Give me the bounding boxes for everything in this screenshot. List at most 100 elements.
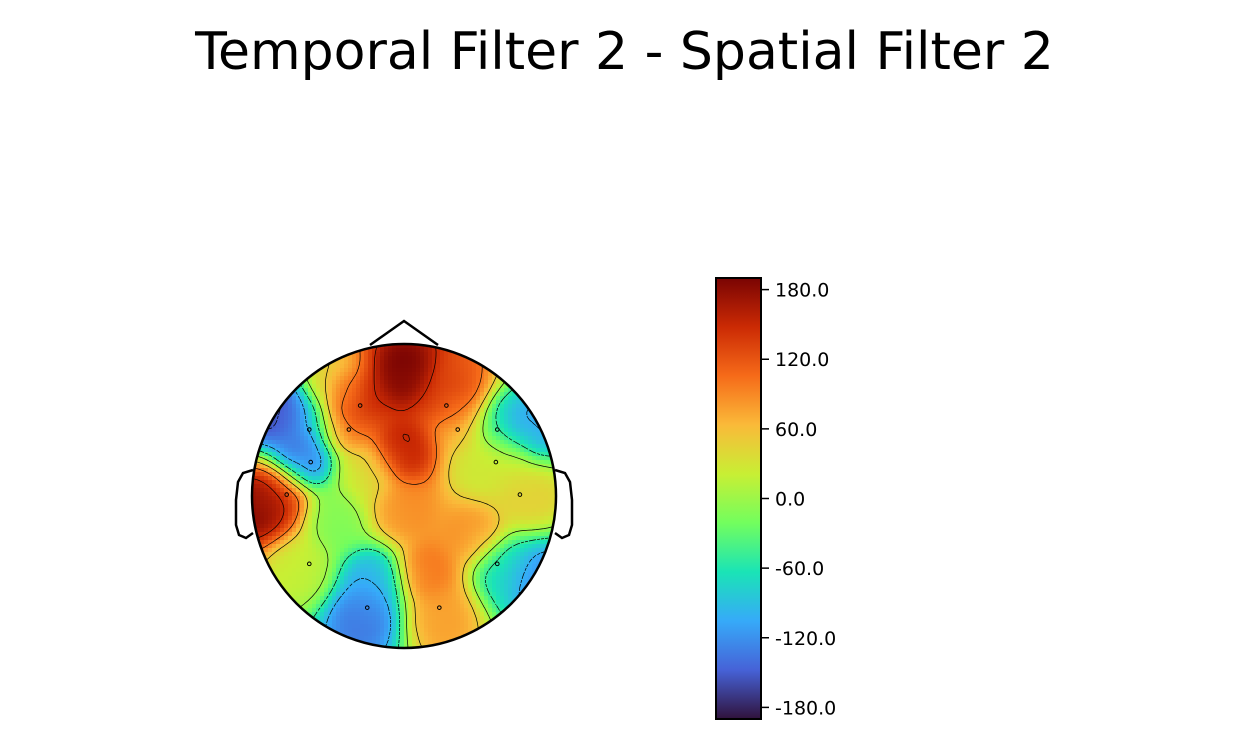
heat-cell	[344, 488, 349, 493]
heat-cell	[412, 516, 417, 521]
heat-cell	[464, 548, 469, 553]
heat-cell	[264, 448, 269, 453]
heat-cell	[500, 412, 505, 417]
heat-cell	[336, 604, 341, 609]
heat-cell	[520, 512, 525, 517]
heat-cell	[492, 384, 497, 389]
heat-cell	[368, 508, 373, 513]
heat-cell	[488, 564, 493, 569]
heat-cell	[456, 600, 461, 605]
heat-cell	[304, 524, 309, 529]
heat-cell	[336, 400, 341, 405]
heat-cell	[496, 572, 501, 577]
heat-cell	[276, 600, 281, 605]
heat-cell	[272, 540, 277, 545]
heat-cell	[368, 468, 373, 473]
heat-cell	[328, 544, 333, 549]
heat-cell	[288, 472, 293, 477]
heat-cell	[480, 484, 485, 489]
heat-cell	[320, 420, 325, 425]
heat-cell	[512, 596, 517, 601]
heat-cell	[420, 480, 425, 485]
heat-cell	[412, 492, 417, 497]
heat-cell	[376, 524, 381, 529]
heat-cell	[256, 356, 261, 361]
heat-cell	[516, 344, 521, 349]
heat-cell	[480, 344, 485, 349]
heat-cell	[488, 600, 493, 605]
heat-cell	[380, 576, 385, 581]
heat-cell	[544, 560, 549, 565]
heat-cell	[412, 532, 417, 537]
heat-cell	[520, 516, 525, 521]
heat-cell	[440, 516, 445, 521]
heat-cell	[520, 560, 525, 565]
heat-cell	[344, 604, 349, 609]
heat-cell	[476, 560, 481, 565]
heat-cell	[280, 364, 285, 369]
heat-cell	[472, 540, 477, 545]
heat-cell	[280, 524, 285, 529]
heat-cell	[340, 548, 345, 553]
heat-cell	[452, 420, 457, 425]
heat-cell	[324, 516, 329, 521]
heat-cell	[324, 572, 329, 577]
heat-cell	[472, 544, 477, 549]
heat-cell	[440, 404, 445, 409]
heat-cell	[360, 488, 365, 493]
heat-cell	[352, 456, 357, 461]
heat-cell	[280, 568, 285, 573]
heat-cell	[316, 508, 321, 513]
heat-cell	[504, 556, 509, 561]
heat-cell	[476, 504, 481, 509]
heat-cell	[452, 604, 457, 609]
heat-cell	[432, 496, 437, 501]
heat-cell	[528, 588, 533, 593]
heat-cell	[528, 460, 533, 465]
heat-cell	[420, 348, 425, 353]
heat-cell	[468, 432, 473, 437]
heat-cell	[472, 496, 477, 501]
heat-cell	[524, 380, 529, 385]
heat-cell	[352, 480, 357, 485]
heat-cell	[312, 412, 317, 417]
heat-cell	[448, 480, 453, 485]
heat-cell	[392, 592, 397, 597]
heat-cell	[360, 452, 365, 457]
heat-cell	[432, 476, 437, 481]
heat-cell	[544, 388, 549, 393]
heat-cell	[364, 360, 369, 365]
heat-cell	[496, 476, 501, 481]
heat-cell	[272, 480, 277, 485]
heat-cell	[544, 580, 549, 585]
heat-cell	[516, 532, 521, 537]
heat-cell	[440, 412, 445, 417]
heat-cell	[268, 396, 273, 401]
heat-cell	[356, 444, 361, 449]
heat-cell	[376, 600, 381, 605]
heat-cell	[476, 432, 481, 437]
heat-cell	[460, 448, 465, 453]
heat-cell	[388, 488, 393, 493]
heat-cell	[264, 500, 269, 505]
heat-cell	[520, 580, 525, 585]
heat-cell	[512, 372, 517, 377]
heat-cell	[332, 488, 337, 493]
heat-cell	[540, 356, 545, 361]
heat-cell	[540, 480, 545, 485]
heat-cell	[272, 352, 277, 357]
heat-cell	[328, 376, 333, 381]
heat-cell	[372, 520, 377, 525]
heat-cell	[312, 428, 317, 433]
heat-cell	[364, 600, 369, 605]
heat-cell	[536, 372, 541, 377]
heat-cell	[412, 420, 417, 425]
heat-cell	[388, 468, 393, 473]
heat-cell	[496, 452, 501, 457]
heat-cell	[548, 492, 553, 497]
heat-cell	[360, 440, 365, 445]
heat-cell	[336, 508, 341, 513]
heat-cell	[328, 400, 333, 405]
heat-cell	[452, 356, 457, 361]
heat-cell	[380, 492, 385, 497]
